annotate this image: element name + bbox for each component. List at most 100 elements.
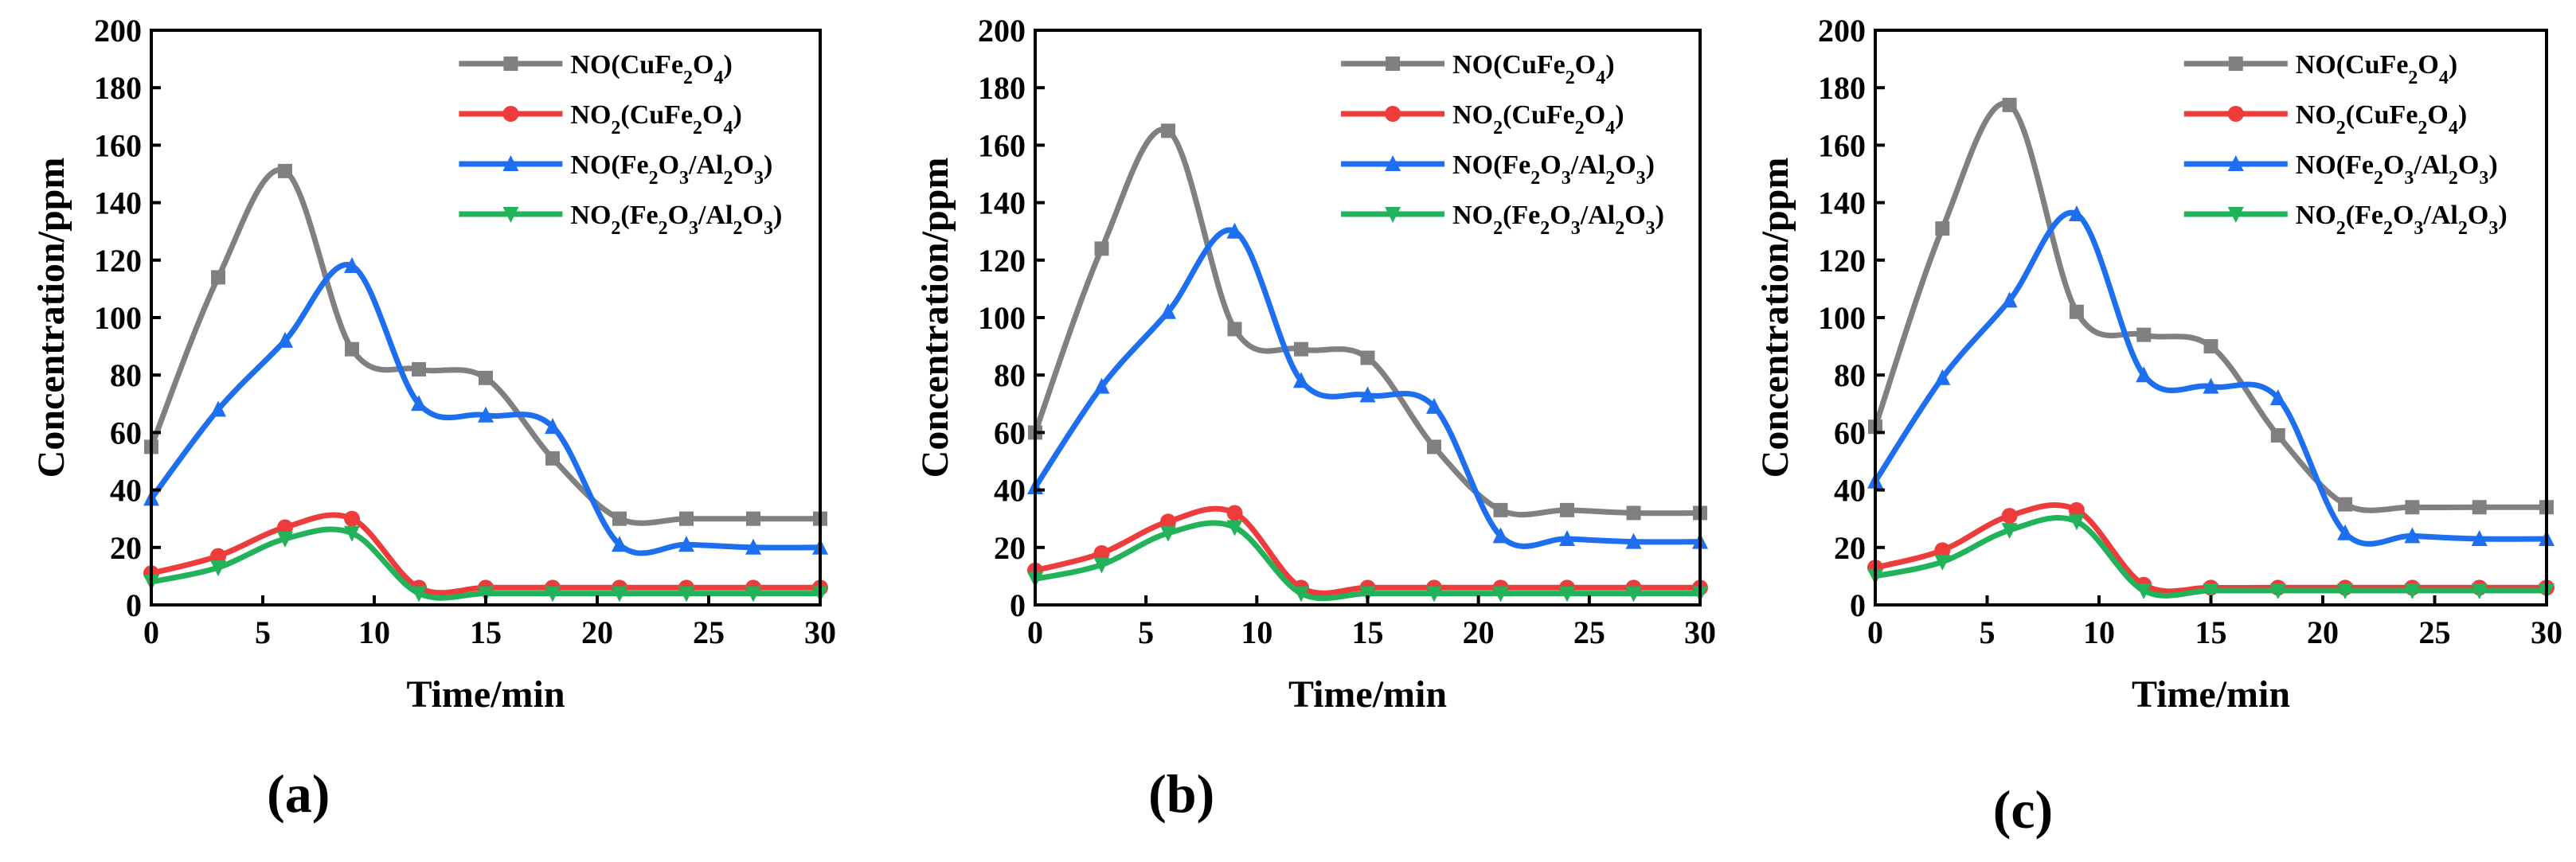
data-point [1294, 341, 1308, 357]
data-point [1626, 505, 1641, 521]
data-point [2471, 583, 2488, 599]
data-point [2068, 514, 2085, 531]
data-point [678, 536, 694, 552]
y-axis-title: Concentration/ppm [914, 158, 956, 478]
y-tick-label: 0 [1850, 587, 1866, 623]
x-tick-label: 25 [2419, 614, 2451, 650]
data-point [1160, 525, 1176, 542]
data-point [1093, 377, 1110, 394]
data-point [1427, 439, 1441, 454]
data-point [1492, 586, 1509, 603]
x-tick-label: 15 [1352, 614, 1384, 650]
x-tick-label: 5 [1980, 614, 1996, 650]
y-tick-label: 140 [94, 185, 142, 221]
data-point [2472, 500, 2487, 515]
y-tick-label: 200 [1818, 13, 1866, 49]
data-point [545, 586, 561, 603]
data-point [545, 451, 560, 466]
y-tick-label: 80 [1834, 357, 1866, 393]
y-tick-label: 200 [94, 13, 142, 49]
y-tick-label: 140 [1818, 185, 1866, 221]
legend-label-4: NO2(Fe2O3/Al2O3) [2296, 201, 2508, 239]
x-tick-label: 5 [1138, 614, 1154, 650]
data-point [1426, 586, 1442, 603]
data-point [1559, 586, 1575, 603]
data-point [1426, 397, 1442, 414]
y-tick-label: 60 [110, 415, 142, 451]
legend-label-1: NO(CuFe2O4) [1452, 50, 1614, 88]
y-tick-label: 180 [978, 70, 1026, 106]
data-point [678, 586, 694, 603]
data-point [211, 270, 225, 285]
x-tick-label: 25 [693, 614, 725, 650]
data-point [2269, 583, 2286, 599]
x-axis-title: Time/min [1288, 673, 1447, 716]
legend-marker [2227, 155, 2244, 171]
data-point [745, 586, 761, 603]
legend: NO(CuFe2O4) NO2(CuFe2O4) NO(Fe2O3/Al2O3) NO… [1341, 50, 1664, 239]
legend-label-3: NO(Fe2O3/Al2O3) [570, 150, 772, 189]
x-tick-label: 15 [470, 614, 502, 650]
x-tick-label: 10 [1241, 614, 1272, 650]
data-point [1934, 554, 1951, 571]
legend-label-2: NO2(CuFe2O4) [2296, 100, 2467, 138]
data-point [2136, 583, 2152, 599]
legend-label-3: NO(Fe2O3/Al2O3) [2296, 150, 2498, 189]
y-tick-label: 100 [1818, 300, 1866, 336]
legend-marker [502, 106, 519, 122]
y-tick-label: 200 [978, 13, 1026, 49]
data-point [277, 531, 293, 548]
data-point [2471, 529, 2488, 546]
legend-marker [1385, 106, 1401, 122]
data-point [344, 525, 360, 542]
data-point [2203, 377, 2219, 394]
data-point [1160, 513, 1176, 530]
legend-marker [502, 155, 519, 171]
data-point [679, 511, 694, 526]
data-point [1226, 505, 1243, 521]
data-point [1293, 372, 1309, 388]
data-point [1625, 532, 1642, 549]
legend: NO(CuFe2O4) NO2(CuFe2O4) NO(Fe2O3/Al2O3) NO… [459, 50, 782, 239]
legend-label-1: NO(CuFe2O4) [570, 50, 732, 88]
legend-marker [1386, 57, 1401, 71]
legend-label-2: NO2(CuFe2O4) [1452, 100, 1624, 138]
y-tick-label: 40 [994, 473, 1026, 509]
data-point [1293, 586, 1309, 603]
data-point [612, 536, 627, 552]
x-tick-label: 10 [2083, 614, 2115, 650]
y-tick-label: 60 [994, 415, 1026, 451]
y-tick-label: 120 [1818, 243, 1866, 279]
data-point [2136, 327, 2152, 342]
y-tick-label: 160 [978, 127, 1026, 163]
y-tick-label: 20 [1834, 530, 1866, 566]
y-tick-label: 180 [94, 70, 142, 106]
y-tick-label: 160 [1818, 127, 1866, 163]
y-axis-title: Concentration/ppm [1754, 158, 1796, 478]
y-tick-label: 80 [994, 357, 1026, 393]
x-tick-label: 30 [2531, 614, 2562, 650]
y-tick-label: 40 [1834, 473, 1866, 509]
y-tick-label: 60 [1834, 415, 1866, 451]
data-point [745, 538, 761, 555]
legend-marker [1385, 155, 1401, 171]
data-point [411, 586, 427, 603]
data-point [2136, 366, 2152, 383]
data-point [612, 511, 627, 526]
y-axis-title: Concentration/ppm [30, 158, 72, 478]
data-point [1560, 502, 1574, 517]
data-point [345, 341, 359, 357]
data-point [1359, 386, 1376, 403]
legend-marker [2227, 207, 2244, 223]
x-tick-label: 0 [143, 614, 159, 650]
data-point [1492, 527, 1509, 544]
legend-marker [1385, 207, 1401, 223]
data-point [1934, 542, 1951, 559]
legend-marker [2228, 57, 2243, 71]
data-point [545, 418, 561, 435]
data-point [278, 163, 292, 178]
y-tick-label: 20 [994, 530, 1026, 566]
data-point [1161, 123, 1175, 138]
data-point [344, 510, 360, 527]
x-tick-label: 20 [1463, 614, 1495, 650]
